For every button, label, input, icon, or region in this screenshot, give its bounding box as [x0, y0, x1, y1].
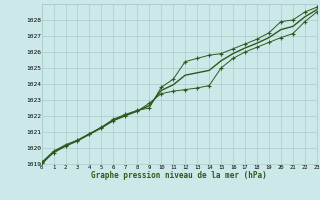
X-axis label: Graphe pression niveau de la mer (hPa): Graphe pression niveau de la mer (hPa) [91, 171, 267, 180]
